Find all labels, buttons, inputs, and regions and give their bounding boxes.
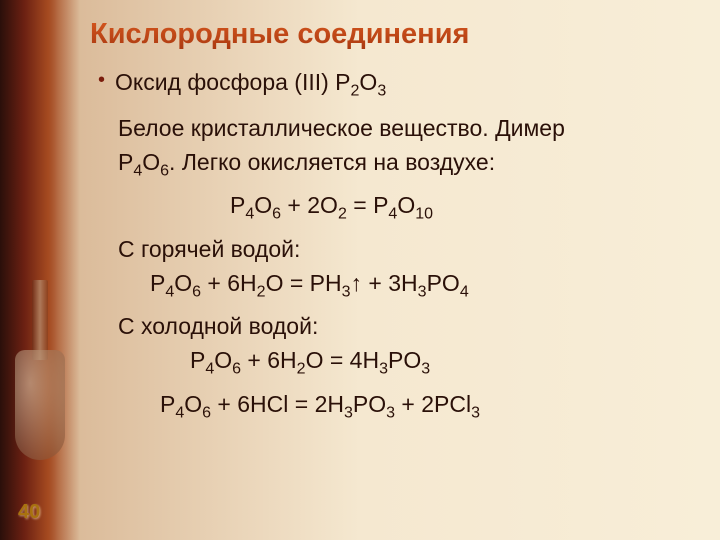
eq2e1: 3 — [418, 283, 427, 300]
eq3plus: + 6H — [241, 347, 297, 373]
eq4c1: 3 — [344, 405, 353, 422]
eq2c1: 2 — [257, 283, 266, 300]
line-2b: P4O6. Легко окисляется на воздухе: — [118, 145, 690, 189]
eq4b1: 6 — [202, 405, 211, 422]
flask-neck — [32, 280, 48, 360]
line-3: С горячей водой: — [118, 232, 690, 266]
eq2b: O — [174, 270, 192, 296]
line-4: С холодной водой: — [118, 309, 690, 343]
eq1eq: = P — [347, 192, 389, 218]
line-1-text: Оксид фосфора (III) P2O3 — [115, 65, 386, 109]
l2b-o: O — [142, 149, 160, 175]
equation-1: P4O6 + 2O2 = P4O10 — [230, 188, 690, 232]
l1-mid: O — [359, 69, 377, 95]
eq1a: P — [230, 192, 245, 218]
l2b-s2: 6 — [160, 162, 169, 179]
eq2b1: 6 — [192, 283, 201, 300]
eq4e: + 2PCl — [395, 391, 471, 417]
eq1e: O — [397, 192, 415, 218]
eq2f: PO — [427, 270, 460, 296]
eq2d: O = PH — [266, 270, 342, 296]
eq3d1: 3 — [379, 361, 388, 378]
eq4e1: 3 — [471, 405, 480, 422]
eq1b1: 6 — [272, 206, 281, 223]
eq1b: O — [254, 192, 272, 218]
eq2a1: 4 — [165, 283, 174, 300]
eq4b: O — [184, 391, 202, 417]
slide-content: Кислородные соединения • Оксид фосфора (… — [90, 18, 690, 431]
eq1d1: 4 — [388, 206, 397, 223]
l2b-p: P — [118, 149, 133, 175]
eq3a1: 4 — [205, 361, 214, 378]
eq3d: O = 4H — [306, 347, 380, 373]
equation-3: P4O6 + 6H2O = 4H3PO3 — [190, 343, 690, 387]
bullet-icon: • — [98, 65, 105, 95]
eq1plus: + 2O — [281, 192, 338, 218]
bullet-line-1: • Оксид фосфора (III) P2O3 — [90, 65, 690, 109]
equation-4: P4O6 + 6HCl = 2H3PO3 + 2PCl3 — [160, 387, 690, 431]
page-number: 40 — [18, 501, 40, 524]
eq2d1: 3 — [342, 283, 351, 300]
eq1e1: 10 — [415, 206, 433, 223]
eq2f1: 4 — [460, 283, 469, 300]
eq4plus: + 6HCl = 2H — [211, 391, 344, 417]
equation-2: P4O6 + 6H2O = PH3↑ + 3H3PO4 — [150, 266, 690, 310]
flask-body — [15, 350, 65, 460]
eq2arrow: ↑ + 3H — [351, 270, 418, 296]
eq3b1: 6 — [232, 361, 241, 378]
l2b-s1: 4 — [133, 162, 142, 179]
eq3e: PO — [388, 347, 421, 373]
eq4a: P — [160, 391, 175, 417]
eq4d: PO — [353, 391, 386, 417]
eq3a: P — [190, 347, 205, 373]
eq1a1: 4 — [245, 206, 254, 223]
eq1c1: 2 — [338, 206, 347, 223]
l1-sub2: 3 — [377, 83, 386, 100]
eq3c1: 2 — [297, 361, 306, 378]
eq4d1: 3 — [386, 405, 395, 422]
eq2plus: + 6H — [201, 270, 257, 296]
slide-title: Кислородные соединения — [90, 18, 690, 51]
flask-decoration — [10, 280, 70, 480]
eq3b: O — [214, 347, 232, 373]
eq4a1: 4 — [175, 405, 184, 422]
line-2a: Белое кристаллическое вещество. Димер — [118, 111, 690, 145]
eq2a: P — [150, 270, 165, 296]
l2b-tail: . Легко окисляется на воздухе: — [169, 149, 495, 175]
l1-part1: Оксид фосфора (III) P — [115, 69, 351, 95]
eq3e1: 3 — [421, 361, 430, 378]
